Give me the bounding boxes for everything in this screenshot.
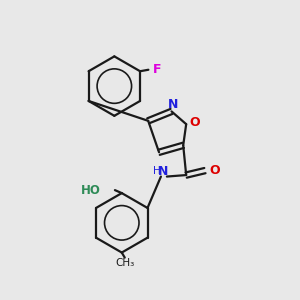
Text: F: F [153, 63, 162, 76]
Text: N: N [158, 165, 169, 178]
Text: N: N [168, 98, 178, 111]
Text: CH₃: CH₃ [115, 258, 134, 268]
Text: H: H [153, 166, 160, 176]
Text: HO: HO [81, 184, 101, 196]
Text: O: O [209, 164, 220, 177]
Text: O: O [189, 116, 200, 129]
